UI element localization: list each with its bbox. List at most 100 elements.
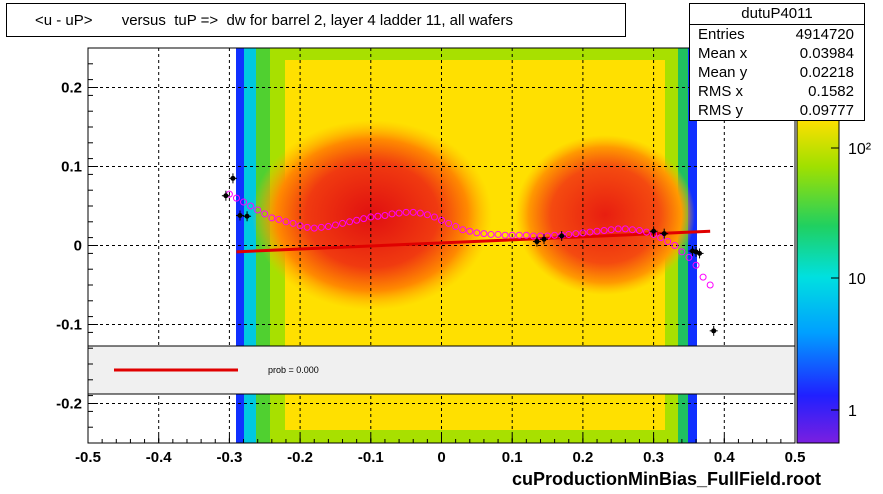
profile-point [339, 219, 347, 227]
stats-name: dutuP4011 [690, 4, 864, 25]
y-axis: 0.2 0.1 0 -0.1 -0.2 [56, 47, 98, 444]
stats-row: RMS x 0.1582 [690, 82, 864, 101]
black-point [534, 239, 540, 245]
legend-text: prob = 0.000 [268, 365, 319, 375]
profile-point [445, 219, 453, 227]
profile-point [303, 223, 311, 231]
stats-label: Entries [698, 26, 745, 43]
profile-point [685, 253, 693, 261]
profile-point [565, 230, 573, 238]
black-point [711, 328, 717, 334]
profile-point [628, 226, 636, 234]
black-point [244, 213, 250, 219]
black-point [697, 250, 703, 256]
x-tick-label: 0.3 [643, 449, 664, 466]
profile-point [331, 221, 339, 229]
profile-point [586, 228, 594, 236]
stats-value: 4914720 [795, 26, 854, 43]
colorbar-ticks: 10² 10 1 [831, 141, 872, 420]
black-point [651, 228, 657, 234]
profile-point [317, 223, 325, 231]
profile-point [607, 226, 615, 234]
profile-point [572, 230, 580, 238]
profile-point [324, 223, 332, 231]
stats-row: Mean x 0.03984 [690, 44, 864, 63]
x-tick-label: 0.4 [714, 449, 736, 466]
chart-title: <u - uP> versus tuP => dw for barrel 2, … [35, 12, 514, 29]
black-point [237, 212, 243, 218]
profile-point [452, 223, 460, 231]
profile-point [635, 226, 643, 234]
density-blob-left [252, 120, 492, 310]
y-tick-label: 0.1 [61, 159, 82, 176]
profile-point [657, 234, 665, 242]
stats-value: 0.02218 [799, 64, 854, 81]
profile-point [614, 225, 622, 233]
profile-point [438, 216, 445, 224]
profile-point [699, 273, 707, 281]
y-tick-label: -0.2 [56, 396, 82, 413]
profile-point [261, 210, 269, 218]
profile-point [282, 218, 290, 226]
stats-box: dutuP4011 Entries 4914720 Mean x 0.03984 M… [689, 3, 865, 121]
profile-point [522, 231, 530, 239]
profile-point [459, 226, 467, 234]
colorbar-tick-label: 1 [848, 403, 857, 420]
profile-point [388, 210, 396, 218]
stats-row: Mean y 0.02218 [690, 63, 864, 82]
profile-point [487, 230, 495, 238]
x-axis: -0.5 -0.4 -0.3 -0.2 -0.1 0 0.1 0.2 0.3 0.4 0.5 [75, 435, 805, 466]
x-tick-label: -0.2 [287, 449, 313, 466]
fit-line [236, 229, 711, 254]
x-tick-label: -0.1 [358, 449, 384, 466]
y-tick-label: 0.2 [61, 80, 82, 97]
x-tick-label: -0.4 [146, 449, 173, 466]
colorbar-tick-label: 10 [848, 271, 866, 288]
profile-point [240, 198, 248, 206]
y-tick-label: -0.1 [56, 317, 82, 334]
stats-label: RMS x [698, 83, 743, 100]
profile-point [374, 212, 382, 220]
profile-point [551, 231, 559, 239]
x-tick-label: 0.1 [502, 449, 523, 466]
profile-point [423, 211, 431, 219]
profile-point [381, 211, 389, 219]
profile-point [664, 238, 672, 246]
profile-point [501, 231, 509, 239]
profile-point [529, 232, 537, 240]
profile-point [296, 222, 304, 230]
x-tick-label: 0.2 [572, 449, 593, 466]
stats-value: 0.03984 [799, 45, 854, 62]
stats-row: RMS y 0.09777 [690, 101, 864, 120]
black-point [230, 175, 236, 181]
stats-label: RMS y [698, 102, 743, 119]
black-points [221, 173, 718, 336]
profile-point [247, 202, 255, 210]
stats-row: Entries 4914720 [690, 25, 864, 44]
profile-point [643, 228, 651, 236]
profile-point [706, 281, 714, 289]
footer-label: cuProductionMinBias_FullField.root [511, 469, 821, 489]
profile-point [621, 225, 629, 233]
black-point [223, 193, 229, 199]
profile-point [692, 261, 700, 269]
profile-point [515, 231, 523, 239]
stats-value: 0.1582 [808, 83, 854, 100]
stats-label: Mean y [698, 64, 748, 81]
stats-label: Mean x [698, 45, 748, 62]
density-blob-right [515, 135, 695, 295]
profile-point [353, 216, 361, 224]
title-box: <u - uP> versus tuP => dw for barrel 2, … [6, 3, 626, 37]
black-point [559, 233, 565, 239]
profile-point [409, 208, 417, 216]
profile-point [508, 231, 516, 239]
profile-point [430, 213, 438, 221]
profile-point [494, 230, 502, 238]
profile-point [310, 224, 318, 232]
grid [88, 48, 795, 443]
y-tick-label: 0 [74, 238, 82, 255]
profile-point [402, 208, 410, 216]
black-point [661, 231, 667, 237]
profile-point [579, 229, 587, 237]
